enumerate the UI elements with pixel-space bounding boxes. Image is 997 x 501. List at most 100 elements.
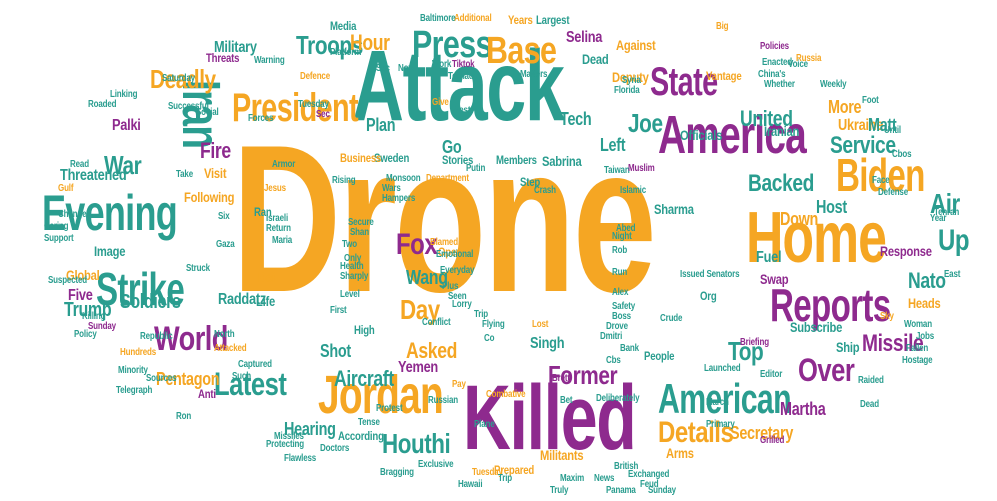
cloud-word: Social [196,107,219,118]
cloud-word: Department [426,173,469,184]
cloud-word: President [232,86,359,130]
cloud-word: America [658,105,807,165]
cloud-word: Brett [552,373,570,384]
cloud-word: Telegraph [116,385,153,396]
cloud-word: Hundreds [120,347,157,358]
cloud-word: Evening [42,185,178,241]
cloud-word: Hawaii [458,479,483,490]
cloud-word: Deadly [150,64,216,94]
cloud-word: Enacted [762,57,793,68]
cloud-word: Jobs [916,331,935,342]
cloud-word: Image [94,243,126,259]
cloud-word: Sunday [648,485,676,496]
cloud-word: According [338,429,384,443]
cloud-word: Day [400,294,440,325]
cloud-word: Pay [452,379,466,390]
cloud-word: Stories [442,153,474,167]
cloud-word: Missile [862,330,924,357]
cloud-word: Ron [176,411,192,422]
cloud-word: Raided [858,375,884,386]
cloud-word: Republic [140,331,173,342]
cloud-word: Arms [666,445,694,461]
cloud-word: Backed [748,170,815,197]
cloud-word: Swap [760,271,789,287]
cloud-word: Sabrina [542,153,582,169]
cloud-word: Selina [566,29,603,46]
cloud-word: Ran [254,205,272,219]
cloud-word: Suspected [48,275,88,286]
cloud-word: Cbs [606,355,621,366]
cloud-word: Only [344,253,362,264]
cloud-word: Alex [612,287,629,298]
cloud-word: Such [232,371,251,382]
cloud-word: Voice [788,59,808,70]
cloud-word: Following [184,189,235,205]
cloud-word: Sources [146,373,177,384]
cloud-word: Aircraft [334,366,394,391]
cloud-word: Troops [296,30,363,60]
cloud-word: Defense [878,187,909,198]
cloud-word: Co [484,333,495,344]
cloud-word: Wang [406,267,448,289]
cloud-word: Caring [44,221,69,232]
cloud-word: Truly [550,485,569,496]
cloud-word: Hour [350,30,390,55]
cloud-word: Wars [382,183,401,194]
cloud-word: Heads [908,295,941,311]
cloud-word: Threatened [60,167,127,184]
cloud-word: Life [256,293,276,309]
cloud-word: Media [330,19,357,33]
cloud-word: Houthi [382,428,451,459]
cloud-word: Matt [868,115,897,135]
cloud-word: Attack [352,30,565,142]
cloud-word: Panama [606,485,636,496]
cloud-word: News [594,473,615,484]
cloud-word: Reports [770,279,891,331]
cloud-word: Briefing [740,337,769,348]
cloud-word: China's [758,69,786,80]
cloud-word: Boss [612,311,631,322]
cloud-word: Cbos [892,149,912,160]
cloud-word: Bet [560,395,573,406]
cloud-word: Dmitri [600,331,623,342]
cloud-word: Shot [320,341,351,361]
cloud-word: Trip [474,309,489,320]
cloud-word: Jordan [318,365,444,425]
cloud-word: Over [798,352,855,388]
cloud-word: Fallen [906,343,929,354]
cloud-word: Hearing [284,419,336,439]
cloud-word: Tehran [934,207,960,218]
cloud-word: Asked [406,338,458,363]
cloud-word: Policy [74,329,97,340]
cloud-word: Work [432,59,452,70]
cloud-word: Up [938,224,970,257]
cloud-word: Linking [110,89,138,100]
cloud-word: Tuesday [298,99,329,110]
cloud-word: Details [658,416,734,449]
cloud-word: Baltimore [420,13,456,24]
cloud-word: Plan [366,115,396,135]
cloud-word: Six [218,211,230,222]
cloud-word: Change [58,209,87,220]
cloud-word: Prepared [494,463,535,477]
cloud-word: North [214,329,235,340]
cloud-word: Service [830,132,896,159]
cloud-word: Drone [232,101,657,336]
cloud-word: Launched [704,363,741,374]
cloud-word: Warning [254,55,285,66]
cloud-word: Maria [272,235,293,246]
cloud-word: Face [872,175,890,186]
cloud-word: American [658,375,792,422]
cloud-word: Flying [482,319,505,330]
cloud-word: Feud [640,479,659,490]
cloud-word: Russia [796,53,822,64]
cloud-word: Run [612,267,628,278]
cloud-word: Abed [616,223,636,234]
cloud-word: Give [432,97,449,108]
cloud-word: Sweden [374,151,410,165]
cloud-word: Muslim [628,163,655,174]
cloud-word: Policies [760,41,789,52]
cloud-word: Grilled [760,435,785,446]
cloud-word: Additional [454,13,492,24]
